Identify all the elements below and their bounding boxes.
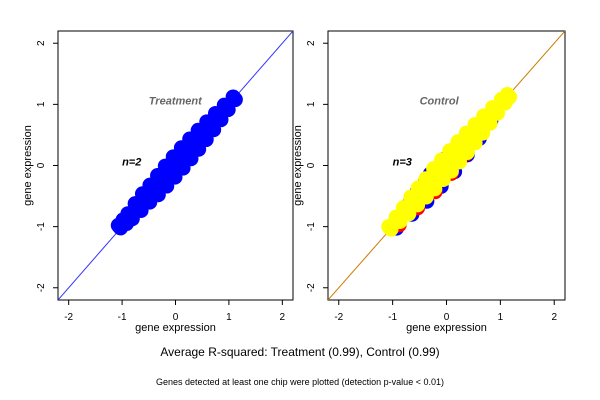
panel-1-series-1-point: [173, 140, 199, 167]
panel-2-series-3-point: [467, 116, 491, 141]
panel-1-series-1-point: [190, 122, 214, 148]
panel-1-series-1-point: [142, 177, 166, 203]
panel-2-x-tick-label: 0: [444, 312, 450, 323]
panel-2-series-3-point: [410, 180, 434, 205]
panel-1-x-tick-label: 2: [280, 312, 286, 323]
panel-2-series-3-point: [499, 87, 518, 105]
panel-2-series-3-point: [403, 189, 426, 213]
panel-2-series-3-point: [450, 134, 475, 161]
panel-1-y-tick-label: -1: [36, 222, 47, 231]
panel-2-x-tick-label: -1: [388, 312, 397, 323]
panel-1-series-1-point: [216, 97, 236, 118]
panel-1-sample-count: n=2: [122, 157, 141, 169]
panel-1-y-axis-label: gene expression: [22, 125, 34, 206]
panel-1-series-1-point: [207, 105, 229, 128]
panel-2-series-3-point: [381, 219, 399, 237]
panel-2-x-tick-label: 1: [498, 312, 504, 323]
detection-note: Genes detected at least one chip were pl…: [156, 377, 444, 387]
panel-1-series-1-point: [134, 186, 158, 210]
panel-1-series-1-point: [115, 212, 134, 232]
panel-1-series-1-point: [127, 196, 149, 218]
panel-1-series-1-point: [120, 206, 140, 227]
panel-2-series-3-point: [426, 161, 451, 188]
panel-2-group-label: Control: [420, 95, 460, 107]
panel-2-series-3-point: [493, 91, 513, 111]
panel-2-series-3-point: [395, 200, 417, 222]
panel-2-x-tick-label: 2: [551, 312, 557, 323]
panel-2-y-tick-label: 0: [306, 162, 317, 168]
panel-2-x-tick-label: -2: [334, 312, 343, 323]
panel-1-series-1-point: [157, 158, 183, 185]
panel-1-series-1-point: [165, 149, 191, 176]
panel-2-y-tick-label: -2: [306, 283, 317, 292]
panel-1-series-1-point: [182, 131, 207, 157]
panel-1-y-tick-label: 0: [36, 162, 47, 168]
panel-1-x-tick-label: -1: [118, 312, 127, 323]
panel-2-series-3-point: [442, 143, 467, 170]
panel-1-x-tick-label: -2: [64, 312, 73, 323]
panel-2-y-axis-label: gene expression: [292, 125, 304, 206]
panel-1-x-axis-label: gene expression: [135, 322, 216, 334]
panel-1-series-1-point: [199, 114, 222, 138]
panel-1-y-tick-label: 1: [36, 101, 47, 107]
panel-1-y-tick-label: -2: [36, 283, 47, 292]
panel-2-series-3-point: [388, 209, 408, 230]
panel-2-series-3-point: [434, 152, 459, 179]
panel-2-x-axis-label: gene expression: [406, 322, 487, 334]
panel-1-x-tick-label: 1: [226, 312, 232, 323]
panel-2-series-3-point: [485, 100, 505, 121]
panel-2-series-3-point: [476, 108, 498, 131]
panel-1-x-tick-label: 0: [173, 312, 179, 323]
panel-1-y-tick-label: 2: [36, 40, 47, 46]
panel-2-y-tick-label: 1: [306, 101, 317, 107]
panel-1-series-1-point: [225, 89, 243, 108]
r-squared-caption: Average R-squared: Treatment (0.99), Con…: [160, 345, 440, 359]
panel-2-y-tick-label: 2: [306, 40, 317, 46]
panel-1-group-label: Treatment: [149, 95, 203, 107]
panel-1-series-1-point: [150, 168, 175, 194]
panel-2-sample-count: n=3: [393, 157, 412, 169]
panel-2-y-tick-label: -1: [306, 222, 317, 231]
panel-2-series-3-point: [418, 171, 443, 197]
panel-2-series-3-point: [458, 125, 483, 151]
